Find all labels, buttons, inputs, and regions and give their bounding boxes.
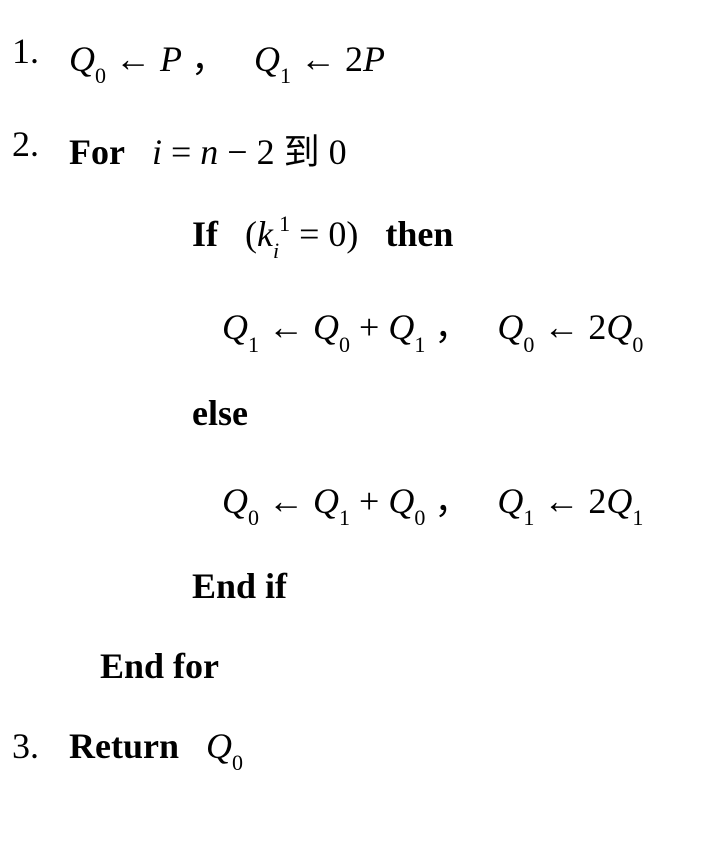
t-arrow2: ← (543, 307, 579, 347)
step3-number: 3. (12, 725, 60, 767)
e-rvs: 1 (632, 505, 643, 530)
else-body-line: Q0 ← Q1 + Q0 ， Q1 ← 2Q1 (12, 472, 706, 527)
e-q1s: 1 (523, 505, 534, 530)
sep: ， (191, 39, 227, 79)
q0-var: Q (69, 39, 95, 79)
t-coef: 2 (588, 307, 606, 347)
e-r2: Q (388, 481, 414, 521)
t-q0: Q (497, 307, 523, 347)
t-r1: Q (313, 307, 339, 347)
to-word: 到 (284, 132, 320, 172)
t-rv: Q (606, 307, 632, 347)
return-kw: Return (69, 726, 179, 766)
paren-close: ) (346, 214, 358, 254)
p-var2: P (363, 39, 385, 79)
t-rvs: 0 (632, 332, 643, 357)
e-arrow: ← (268, 481, 304, 521)
t-q0s: 0 (523, 332, 534, 357)
step1-number: 1. (12, 30, 60, 72)
q1-sub: 1 (280, 63, 291, 88)
then-kw: then (385, 214, 453, 254)
endif-kw: End if (192, 566, 287, 606)
paren-open: ( (245, 214, 257, 254)
e-r1: Q (313, 481, 339, 521)
for-kw: For (69, 132, 125, 172)
if-line: If (ki1 = 0) then (12, 213, 706, 260)
endfor-line: End for (12, 645, 706, 687)
t-q1: Q (222, 307, 248, 347)
k-sub: i (273, 238, 279, 263)
t-r2s: 1 (414, 332, 425, 357)
zero: 0 (329, 132, 347, 172)
minus: − (227, 132, 247, 172)
ret-var: Q (206, 726, 232, 766)
e-q1: Q (497, 481, 523, 521)
step1-line: 1. Q0 ← P ， Q1 ← 2P (12, 30, 706, 85)
cond-eq: = (299, 214, 319, 254)
t-r2: Q (388, 307, 414, 347)
e-r2s: 0 (414, 505, 425, 530)
if-kw: If (192, 214, 218, 254)
arrow2: ← (300, 39, 336, 79)
e-rv: Q (606, 481, 632, 521)
t-sep: ， (434, 307, 470, 347)
endfor-kw: End for (100, 646, 219, 686)
e-q0: Q (222, 481, 248, 521)
t-plus: + (359, 307, 379, 347)
e-sep: ， (434, 481, 470, 521)
t-q1s: 1 (248, 332, 259, 357)
q0-sub: 0 (95, 63, 106, 88)
e-plus: + (359, 481, 379, 521)
p-var: P (160, 39, 182, 79)
eq: = (171, 132, 191, 172)
return-line: 3. Return Q0 (12, 725, 706, 772)
k-var: k (257, 214, 273, 254)
e-q0s: 0 (248, 505, 259, 530)
n-var: n (200, 132, 218, 172)
ret-sub: 0 (232, 750, 243, 775)
then-body-line: Q1 ← Q0 + Q1 ， Q0 ← 2Q0 (12, 298, 706, 353)
q1-var: Q (254, 39, 280, 79)
step1-expr: Q0 ← P ， Q1 ← 2P (69, 39, 385, 79)
coef2: 2 (345, 39, 363, 79)
arrow: ← (115, 39, 151, 79)
two: 2 (257, 132, 275, 172)
e-coef: 2 (588, 481, 606, 521)
t-arrow: ← (268, 307, 304, 347)
e-r1s: 1 (339, 505, 350, 530)
else-kw: else (192, 393, 248, 433)
endif-line: End if (12, 565, 706, 607)
cond-val: 0 (328, 214, 346, 254)
step2-number: 2. (12, 123, 60, 165)
e-arrow2: ← (543, 481, 579, 521)
k-sup: 1 (279, 211, 290, 236)
for-line: 2. For i = n − 2 到 0 (12, 123, 706, 175)
t-r1s: 0 (339, 332, 350, 357)
loop-var: i (152, 132, 162, 172)
else-line: else (12, 392, 706, 434)
